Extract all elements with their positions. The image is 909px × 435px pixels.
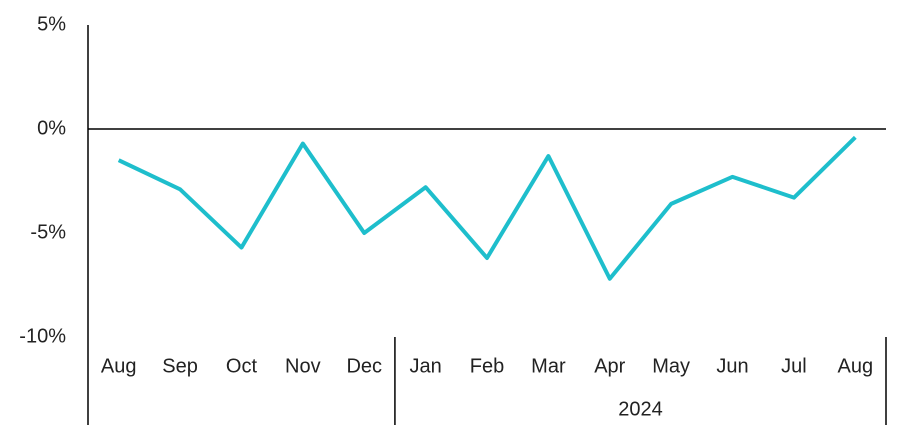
x-tick-label: May [652,355,690,377]
x-tick-label: Aug [838,355,874,377]
x-tick-label: Sep [162,355,198,377]
x-tick-label: Apr [594,355,625,377]
y-tick-label: 0% [37,117,66,139]
x-tick-label: Jul [781,355,807,377]
group-label: 2024 [618,398,663,420]
x-tick-label: Jan [409,355,441,377]
x-tick-label: Mar [531,355,566,377]
x-tick-label: Jun [716,355,748,377]
x-tick-label: Nov [285,355,321,377]
x-tick-label: Oct [226,355,258,377]
x-tick-label: Dec [346,355,382,377]
x-tick-label: Aug [101,355,137,377]
y-tick-label: -5% [30,221,66,243]
y-tick-label: -10% [19,325,66,347]
x-tick-label: Feb [470,355,504,377]
data-line [117,135,857,281]
y-tick-label: 5% [37,13,66,35]
